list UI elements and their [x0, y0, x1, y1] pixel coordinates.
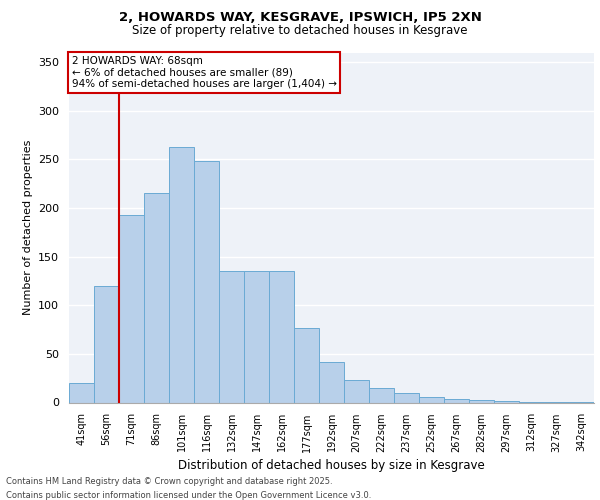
Bar — [294, 328, 319, 402]
Bar — [469, 400, 494, 402]
Y-axis label: Number of detached properties: Number of detached properties — [23, 140, 32, 315]
Bar — [69, 383, 94, 402]
Bar — [444, 398, 469, 402]
Bar — [244, 271, 269, 402]
Text: Contains HM Land Registry data © Crown copyright and database right 2025.: Contains HM Land Registry data © Crown c… — [6, 478, 332, 486]
Bar — [194, 162, 219, 402]
X-axis label: Distribution of detached houses by size in Kesgrave: Distribution of detached houses by size … — [178, 458, 485, 471]
Bar — [269, 271, 294, 402]
Bar — [394, 393, 419, 402]
Bar — [119, 215, 144, 402]
Bar — [369, 388, 394, 402]
Bar — [144, 194, 169, 402]
Bar — [219, 271, 244, 402]
Bar — [494, 400, 519, 402]
Text: Contains public sector information licensed under the Open Government Licence v3: Contains public sector information licen… — [6, 491, 371, 500]
Bar — [94, 286, 119, 403]
Bar — [319, 362, 344, 403]
Bar — [169, 147, 194, 403]
Bar — [419, 396, 444, 402]
Text: 2, HOWARDS WAY, KESGRAVE, IPSWICH, IP5 2XN: 2, HOWARDS WAY, KESGRAVE, IPSWICH, IP5 2… — [119, 11, 481, 24]
Text: 2 HOWARDS WAY: 68sqm
← 6% of detached houses are smaller (89)
94% of semi-detach: 2 HOWARDS WAY: 68sqm ← 6% of detached ho… — [71, 56, 337, 89]
Bar — [344, 380, 369, 402]
Text: Size of property relative to detached houses in Kesgrave: Size of property relative to detached ho… — [132, 24, 468, 37]
